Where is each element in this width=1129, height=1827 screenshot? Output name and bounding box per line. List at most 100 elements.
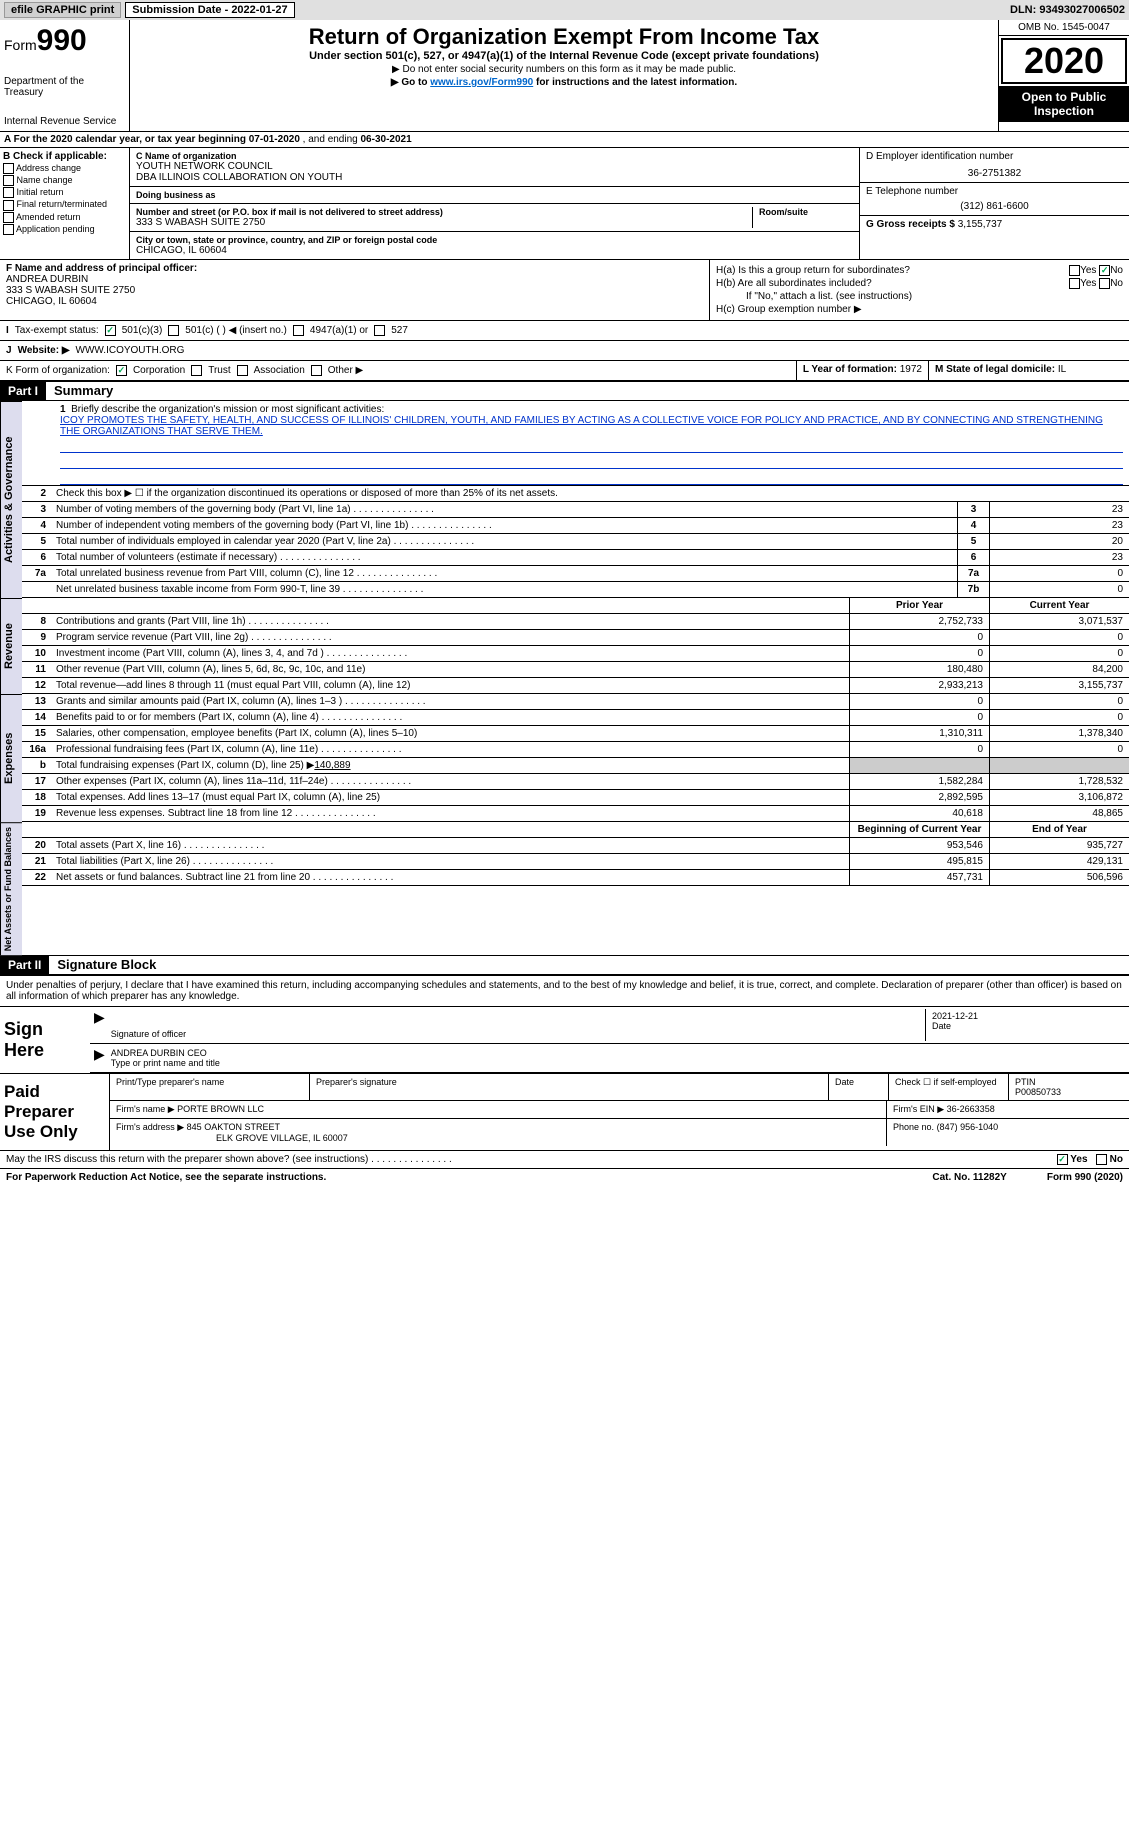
prep-sig-lbl: Preparer's signature [310,1074,829,1100]
cb-trust[interactable] [191,365,202,376]
firm-ein: 36-2663358 [947,1104,995,1114]
row-a-end: 06-30-2021 [361,134,412,145]
ptin: P00850733 [1015,1087,1061,1097]
officer-name-title: ANDREA DURBIN CEO [111,1048,1119,1058]
v3: 23 [989,502,1129,517]
hc-label: H(c) Group exemption number ▶ [716,304,862,315]
phone-lbl: Phone no. [893,1122,934,1132]
v6: 23 [989,550,1129,565]
part2-label: Part II [0,956,49,974]
f-label: F Name and address of principal officer: [6,263,197,274]
firm-name: PORTE BROWN LLC [177,1104,264,1114]
prep-date-lbl: Date [829,1074,889,1100]
tab-net-assets: Net Assets or Fund Balances [0,822,22,955]
cb-ha-no[interactable] [1099,265,1110,276]
part2-bar: Part IISignature Block [0,955,1129,975]
submission-date: Submission Date - 2022-01-27 [125,2,294,18]
l2: Check this box ▶ ☐ if the organization d… [52,486,1129,501]
tab-revenue: Revenue [0,598,22,694]
i-label: Tax-exempt status: [15,325,99,336]
ssn-note: ▶ Do not enter social security numbers o… [134,64,994,75]
cb-name[interactable] [3,175,14,186]
l16b-val: 140,889 [314,760,350,771]
v7b: 0 [989,582,1129,597]
org-name-1: YOUTH NETWORK COUNCIL [136,161,853,172]
v7a: 0 [989,566,1129,581]
irs-link[interactable]: www.irs.gov/Form990 [430,77,533,88]
cb-discuss-yes[interactable] [1057,1154,1068,1165]
state-domicile: IL [1058,364,1066,375]
cb-address[interactable] [3,163,14,174]
sig-date-lbl: Date [932,1021,1119,1031]
paid-preparer-row: Paid Preparer Use Only Print/Type prepar… [0,1073,1129,1151]
section-bc: B Check if applicable: Address change Na… [0,148,1129,260]
ein: 36-2751382 [866,168,1123,179]
paid-preparer: Paid Preparer Use Only [0,1074,110,1150]
cb-discuss-no[interactable] [1096,1154,1107,1165]
cb-hb-yes[interactable] [1069,278,1080,289]
col-c: C Name of organization YOUTH NETWORK COU… [130,148,859,259]
cb-app-pending[interactable] [3,224,14,235]
tab-expenses: Expenses [0,694,22,822]
e-label: E Telephone number [866,186,1123,197]
addr-label: Number and street (or P.O. box if mail i… [136,207,746,217]
sign-here: Sign Here [0,1007,90,1073]
row-a-begin: 07-01-2020 [249,134,300,145]
form-header: Form990 Department of the Treasury Inter… [0,20,1129,132]
cb-ha-yes[interactable] [1069,265,1080,276]
cb-other[interactable] [311,365,322,376]
cb-corp[interactable] [116,365,127,376]
name-title-lbl: Type or print name and title [111,1058,1119,1068]
header-right: OMB No. 1545-0047 2020 Open to Public In… [999,20,1129,131]
l17: Other expenses (Part IX, column (A), lin… [52,774,849,789]
col-f: F Name and address of principal officer:… [0,260,709,320]
form-label: Form [4,37,37,53]
c-name-label: C Name of organization [136,151,853,161]
l9: Program service revenue (Part VIII, line… [52,630,849,645]
efile-print-button[interactable]: efile GRAPHIC print [4,2,121,18]
l16b-pre: Total fundraising expenses (Part IX, col… [56,760,314,771]
cb-527[interactable] [374,325,385,336]
discuss-line: May the IRS discuss this return with the… [0,1151,1129,1169]
pra-notice: For Paperwork Reduction Act Notice, see … [6,1172,326,1183]
col-dg: D Employer identification number 36-2751… [859,148,1129,259]
prep-phone: (847) 956-1040 [937,1122,999,1132]
ptin-lbl: PTIN [1015,1077,1036,1087]
current-hdr: Current Year [989,598,1129,613]
section-fh: F Name and address of principal officer:… [0,260,1129,321]
cb-amended[interactable] [3,212,14,223]
cb-assoc[interactable] [237,365,248,376]
v5: 20 [989,534,1129,549]
form-subtitle: Under section 501(c), 527, or 4947(a)(1)… [134,50,994,62]
dln: DLN: 93493027006502 [1010,4,1125,16]
cb-501c[interactable] [168,325,179,336]
l15: Salaries, other compensation, employee b… [52,726,849,741]
cb-final[interactable] [3,200,14,211]
cb-501c3[interactable] [105,325,116,336]
l16a: Professional fundraising fees (Part IX, … [52,742,849,757]
l20: Total assets (Part X, line 16) [52,838,849,853]
row-a-mid: , and ending [300,134,361,145]
phone: (312) 861-6600 [866,201,1123,212]
officer-addr2: CHICAGO, IL 60604 [6,296,703,307]
mission-text: ICOY PROMOTES THE SAFETY, HEALTH, AND SU… [60,415,1103,437]
dept-treasury: Department of the Treasury [4,76,125,98]
part2-title: Signature Block [49,957,156,972]
row-k: K Form of organization: Corporation Trus… [0,361,796,380]
part1-label: Part I [0,382,46,400]
omb-number: OMB No. 1545-0047 [999,20,1129,36]
firm-addr2: ELK GROVE VILLAGE, IL 60007 [116,1133,348,1143]
cb-hb-no[interactable] [1099,278,1110,289]
j-label: Website: ▶ [18,345,70,356]
row-j: J Website: ▶ WWW.ICOYOUTH.ORG [0,341,1129,361]
cb-initial[interactable] [3,187,14,198]
l7b: Net unrelated business taxable income fr… [52,582,957,597]
form-title: Return of Organization Exempt From Incom… [134,24,994,50]
goto-post: for instructions and the latest informat… [533,77,737,88]
col-b: B Check if applicable: Address change Na… [0,148,130,259]
org-city: CHICAGO, IL 60604 [136,245,853,256]
org-name-2: DBA ILLINOIS COLLABORATION ON YOUTH [136,172,853,183]
cb-4947[interactable] [293,325,304,336]
firm-addr1: 845 OAKTON STREET [187,1122,280,1132]
year-formation: 1972 [900,364,922,375]
